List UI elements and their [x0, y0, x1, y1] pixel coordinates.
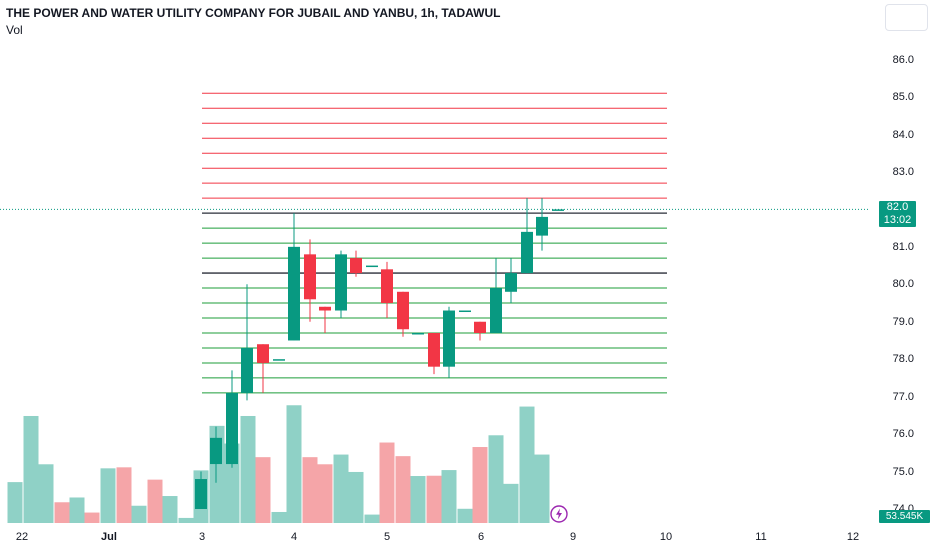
time-tick-label: 4: [290, 531, 298, 543]
candle-body: [257, 344, 269, 363]
candle-body: [474, 321, 486, 333]
volume-bar: [84, 512, 100, 523]
candle-body: [536, 216, 548, 236]
volume-bar: [147, 479, 163, 523]
chart-menu-button[interactable]: [885, 4, 928, 31]
volume-bar: [23, 415, 39, 523]
volume-bar: [534, 454, 550, 523]
volume-indicator-label[interactable]: Vol: [6, 23, 23, 37]
last-price-label: 82.0 13:02: [879, 201, 916, 227]
candle-body: [335, 254, 347, 311]
chart-title: THE POWER AND WATER UTILITY COMPANY FOR …: [6, 6, 501, 20]
volume-bar: [255, 457, 271, 523]
candle-body: [397, 291, 409, 330]
volume-bar: [116, 467, 132, 523]
candle-body: [412, 332, 424, 335]
volume-bar: [348, 471, 364, 523]
price-tick-label: 86.0: [892, 53, 914, 66]
volume-bar: [441, 470, 457, 523]
candle-body: [428, 332, 440, 367]
candle-body: [241, 347, 253, 393]
time-tick-label: 12: [846, 531, 860, 543]
candle-body: [459, 310, 471, 313]
volume-bar: [38, 464, 54, 523]
volume-bar: [503, 483, 519, 523]
candle-body: [381, 269, 393, 304]
candle-body: [273, 359, 285, 361]
candle-body: [490, 288, 502, 333]
volume-bar: [426, 475, 442, 523]
volume-bar: [69, 497, 85, 523]
volume-bar: [240, 415, 256, 523]
price-tick-label: 85.0: [892, 91, 914, 104]
volume-bar: [395, 456, 411, 523]
price-tick-label: 77.0: [892, 390, 914, 403]
volume-bar: [7, 482, 23, 523]
candle-body: [350, 258, 362, 274]
price-tick-label: 79.0: [892, 315, 914, 328]
volume-bar: [162, 496, 178, 523]
volume-bar: [410, 476, 426, 523]
price-tick-label: 83.0: [892, 165, 914, 178]
price-tick-label: 81.0: [892, 240, 914, 253]
candle-body: [552, 209, 564, 211]
candle-body: [505, 273, 517, 292]
price-tick-label: 75.0: [892, 465, 914, 478]
candle-body: [288, 246, 300, 341]
price-tick-label: 84.0: [892, 128, 914, 141]
volume-bar: [457, 508, 473, 523]
volume-bar: [286, 405, 302, 523]
volume-bar: [271, 511, 287, 523]
time-tick-label: 5: [383, 531, 391, 543]
volume-bar: [317, 464, 333, 523]
volume-bar: [488, 435, 504, 523]
time-tick-label: 11: [755, 531, 767, 543]
last-price-value: 82.0: [886, 201, 909, 213]
volume-bar: [333, 454, 349, 523]
bar-countdown: 13:02: [883, 214, 912, 226]
time-tick-label: 6: [477, 531, 485, 543]
time-tick-label: 22: [15, 531, 29, 543]
time-tick-label: 3: [198, 531, 206, 543]
volume-bar: [100, 468, 116, 523]
time-tick-label: 10: [659, 531, 673, 543]
volume-bar: [472, 447, 488, 523]
volume-bar: [519, 406, 535, 523]
price-tick-label: 76.0: [892, 428, 914, 441]
candle-body: [443, 310, 455, 367]
volume-bar: [379, 442, 395, 523]
volume-bar: [364, 514, 380, 523]
price-tick-label: 80.0: [892, 278, 914, 291]
volume-bar: [302, 457, 318, 523]
candle-body: [304, 254, 316, 300]
candle-body: [319, 306, 331, 311]
candle-body: [366, 265, 378, 268]
candle-body: [521, 231, 533, 274]
volume-bar: [178, 517, 194, 523]
lightning-bolt-icon[interactable]: [550, 505, 568, 523]
candle-body: [226, 392, 238, 465]
time-tick-label: 9: [569, 531, 577, 543]
price-tick-label: 78.0: [892, 353, 914, 366]
candle-body: [195, 479, 207, 509]
candle-body: [210, 437, 222, 465]
time-tick-label: Jul: [101, 531, 117, 543]
volume-bar: [131, 505, 147, 523]
volume-value-label: 53.545K: [879, 510, 930, 523]
volume-bar: [54, 502, 70, 523]
